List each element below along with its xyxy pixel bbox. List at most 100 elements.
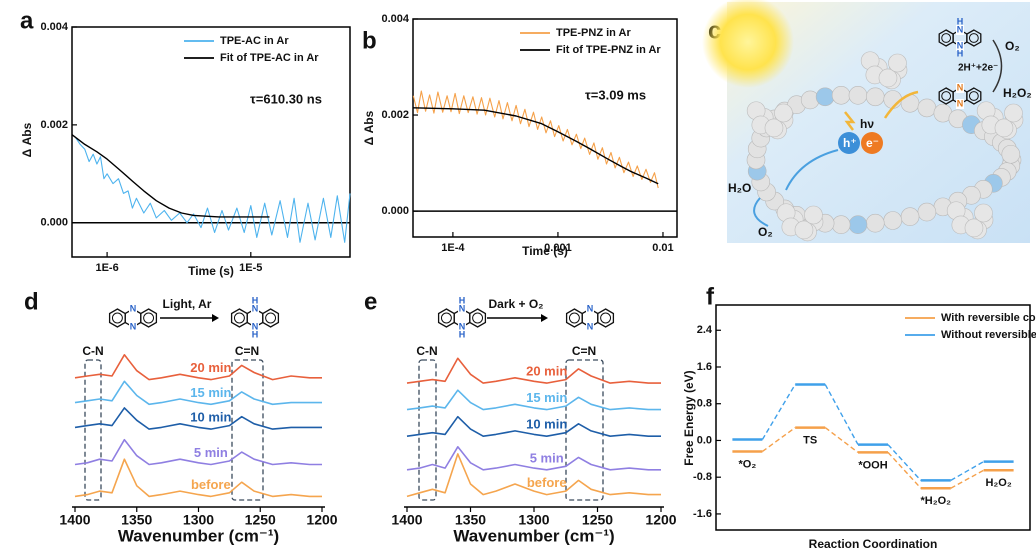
arrow [992,39,1003,93]
atom-label: N [252,321,259,331]
atom-sphere [848,215,868,234]
electron [861,132,883,154]
atom-label: N [957,98,964,108]
framework [746,51,1024,242]
atom-sphere [900,207,920,227]
connector [887,444,922,481]
band-box [565,359,604,501]
connector [950,469,984,489]
atom-sphere [878,68,898,88]
aromatic [111,312,123,324]
x-tick-label: 1400 [59,512,90,528]
band-boxes [84,359,604,501]
x-tick-label: 1200 [645,512,676,528]
atom-sphere [964,218,984,238]
label: O₂ [758,225,773,239]
atom-label: N [459,303,466,313]
series-line [74,354,322,381]
atom-bg [129,304,137,314]
band-box [84,359,102,501]
aromatic [440,312,452,324]
atom-sphere [804,205,823,225]
legend-label: TPE-PNZ in Ar [556,27,631,39]
x-tick-label: 1E-4 [441,242,465,254]
label: H₂O [728,181,751,195]
x-tick-label: 0.01 [652,242,673,254]
series-line [406,453,661,498]
x-axis-label: Reaction Coordination [809,537,938,551]
y-axis-label: Free Energy (eV) [682,370,696,465]
connector [950,460,984,482]
x-tick-label: 1350 [455,512,486,528]
scheme-c: hν h⁺ e⁻ H₂O O₂ O₂ H₂O₂ 2H⁺+2e⁻ [702,0,1032,243]
aromatic [233,312,245,324]
scheme-e: Dark + O₂ [487,297,548,322]
ring [966,87,982,105]
category-label: *H₂O₂ [921,495,952,507]
atom-bg [458,322,466,332]
atom-bg [458,304,466,314]
atom-label: H [252,295,259,305]
hole [838,132,860,154]
atom-sphere [831,85,851,105]
arrow [883,90,919,119]
aromatic [472,312,484,324]
x-axis-label: Wavenumber (cm⁻¹) [118,526,279,545]
y-tick-label: 0.004 [381,13,409,25]
series-line [74,438,322,466]
x-tick-label: 1350 [121,512,152,528]
atom-bg [956,99,964,109]
atom-label: H [957,48,964,58]
atom-sphere [888,53,907,73]
panel-letter: b [362,27,377,54]
y-tick-label: 0.8 [697,398,712,410]
atom-label: H [252,329,259,339]
atom-label: H [459,295,466,305]
atom-bg [251,304,259,314]
series-line [406,415,661,437]
atom-sphere [1001,144,1021,164]
atom-label: H [957,16,964,26]
ring [597,308,615,328]
y-tick-label: 0.004 [40,21,68,33]
panel-letter: e [364,288,377,315]
aromatic [143,312,155,324]
aromatic [600,312,612,324]
atom-sphere [917,202,937,222]
legend-label: TPE-AC in Ar [220,35,289,47]
band-label: C=N [572,344,596,358]
atom-label: N [130,303,137,313]
arrow-head [212,314,219,322]
series-line [74,380,322,406]
aromatic [265,312,277,324]
atom-sphere [1004,103,1023,123]
ring [262,308,280,328]
connector [824,384,859,445]
annotation: τ=610.30 ns [250,91,322,106]
band-label: C-N [82,344,103,358]
series-line [74,136,351,243]
atom-bg [586,322,594,332]
series-label: 5 min [194,445,228,460]
series-line [74,458,322,498]
series-line [74,407,322,430]
series-line [406,357,661,384]
series-line [406,389,661,411]
series-label: 5 min [530,450,564,465]
y-tick-label: -0.8 [693,471,712,483]
aromatic [968,33,979,43]
aromatic [568,312,580,324]
atom-sphere [764,118,784,138]
condition: Light, Ar [163,297,212,311]
atom-bg [956,41,964,51]
connector [761,427,796,453]
y-axis-label: Δ Abs [20,122,34,157]
series-label: 15 min [526,390,567,405]
label: H₂O₂ [1003,86,1032,100]
category-label: TS [803,435,817,447]
arrow-head [541,314,548,322]
x-tick-label: 1300 [518,512,549,528]
atom-label: H [459,329,466,339]
atom-sphere [865,87,885,107]
